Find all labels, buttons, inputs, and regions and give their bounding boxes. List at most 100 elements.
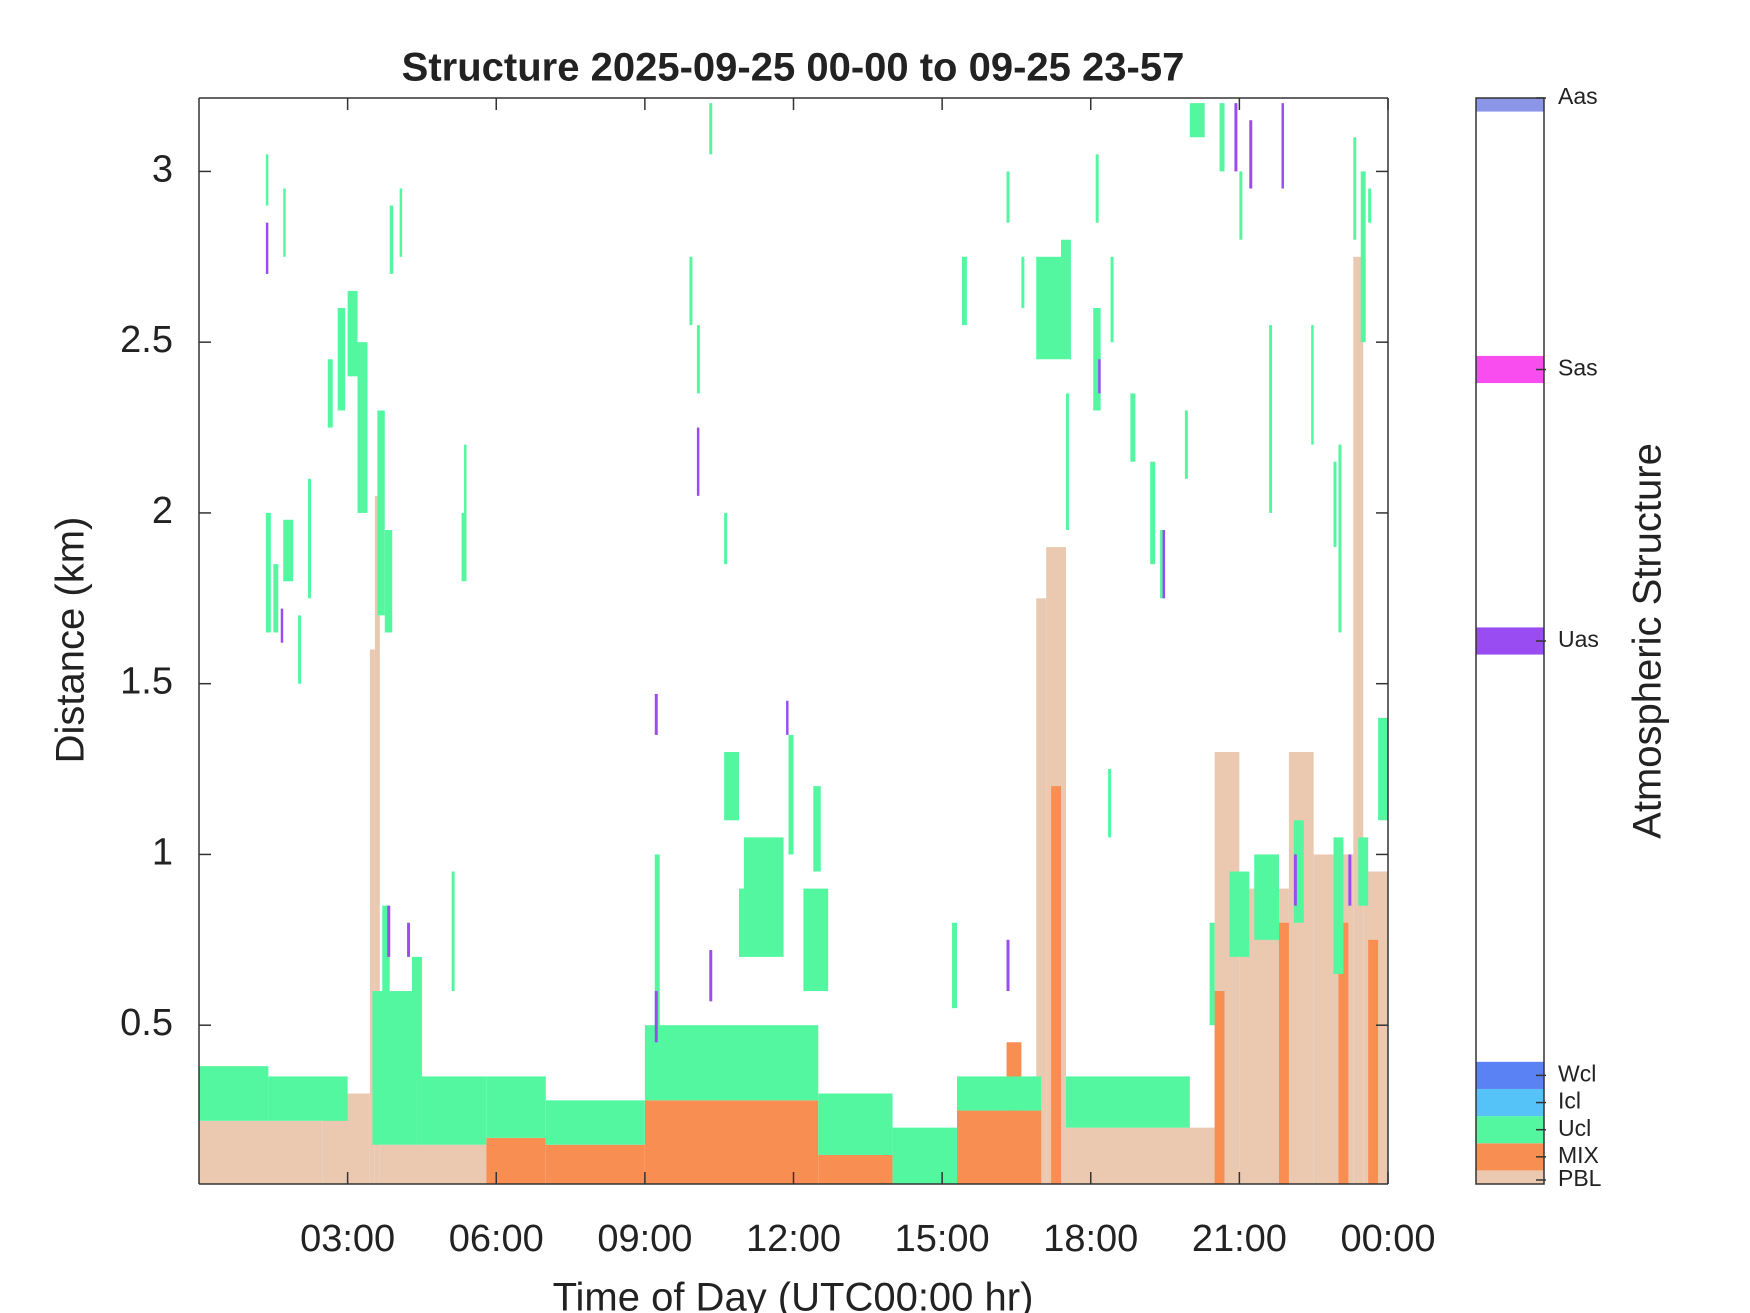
structure-cell bbox=[407, 922, 411, 957]
structure-cell bbox=[654, 693, 658, 735]
colorbar-tick-label: MIX bbox=[1558, 1142, 1599, 1168]
structure-cell bbox=[818, 1154, 893, 1184]
structure-cell bbox=[1006, 939, 1010, 992]
structure-cell bbox=[1093, 308, 1101, 411]
structure-cell bbox=[1269, 325, 1273, 513]
structure-cell bbox=[1150, 461, 1156, 565]
structure-cell bbox=[956, 1076, 1042, 1111]
structure-cell bbox=[1051, 786, 1062, 1184]
structure-cell bbox=[387, 905, 391, 957]
structure-cell bbox=[1065, 1127, 1215, 1184]
structure-cell bbox=[689, 256, 693, 326]
structure-cell bbox=[696, 427, 700, 496]
structure-cell bbox=[644, 1025, 819, 1101]
structure-cell bbox=[709, 103, 713, 155]
x-tick-label: 12:00 bbox=[746, 1218, 841, 1260]
colorbar-swatch bbox=[1476, 1061, 1544, 1089]
y-tick-label: 1 bbox=[152, 831, 173, 873]
structure-cell bbox=[464, 444, 467, 513]
structure-cell bbox=[545, 1100, 645, 1145]
structure-cell bbox=[486, 1076, 546, 1138]
structure-cell bbox=[1061, 239, 1071, 360]
structure-cell bbox=[1348, 854, 1352, 906]
structure-cell bbox=[952, 922, 957, 1009]
axes bbox=[198, 97, 1389, 1185]
structure-cell bbox=[1214, 991, 1225, 1184]
structure-cell bbox=[265, 154, 269, 206]
colorbar-tick-label: Aas bbox=[1558, 83, 1598, 109]
y-tick-label: 0.5 bbox=[120, 1002, 173, 1044]
x-tick-label: 21:00 bbox=[1192, 1218, 1287, 1260]
structure-cell bbox=[412, 956, 422, 1060]
structure-cell bbox=[545, 1144, 645, 1184]
structure-cell bbox=[374, 495, 380, 1184]
structure-cell bbox=[709, 950, 713, 1002]
structure-cell bbox=[1378, 717, 1388, 821]
y-tick-label: 2 bbox=[152, 490, 173, 532]
structure-cell bbox=[654, 991, 658, 1043]
structure-cell bbox=[1110, 256, 1114, 343]
structure-cell bbox=[1293, 820, 1304, 923]
structure-cell bbox=[724, 751, 740, 821]
structure-cell bbox=[199, 1066, 269, 1121]
x-tick-label: 00:00 bbox=[1340, 1218, 1435, 1260]
structure-cell bbox=[268, 1076, 348, 1121]
colorbar-tick-label: Icl bbox=[1558, 1088, 1581, 1114]
colorbar-swatch bbox=[1476, 627, 1544, 655]
structure-cell bbox=[724, 512, 728, 565]
structure-cell bbox=[654, 854, 660, 1026]
structure-cell bbox=[379, 1144, 487, 1184]
structure-cell bbox=[1254, 854, 1280, 940]
structure-cell bbox=[327, 359, 333, 428]
structure-cell bbox=[265, 222, 269, 274]
y-tick-label: 2.5 bbox=[120, 319, 173, 361]
colorbar-tick-label: Sas bbox=[1558, 355, 1598, 381]
structure-cell bbox=[1311, 325, 1314, 445]
structure-cell bbox=[1293, 854, 1297, 906]
colorbar-swatch bbox=[1476, 1116, 1544, 1144]
structure-cell bbox=[1353, 137, 1357, 240]
colorbar-label: Atmospheric Structure bbox=[1626, 443, 1670, 839]
structure-cell bbox=[743, 837, 784, 957]
structure-cell bbox=[956, 1110, 1042, 1184]
structure-cell bbox=[1006, 1042, 1022, 1184]
x-tick-label: 18:00 bbox=[1043, 1218, 1138, 1260]
colorbar-frame bbox=[1475, 97, 1545, 1185]
structure-cell bbox=[1353, 256, 1364, 1184]
structure-cell bbox=[273, 564, 279, 633]
x-tick-label: 03:00 bbox=[300, 1218, 395, 1260]
structure-cell bbox=[369, 649, 375, 1184]
y-tick-label: 1.5 bbox=[120, 661, 173, 703]
structure-cell bbox=[1234, 103, 1238, 172]
structure-cell bbox=[1098, 359, 1101, 394]
x-tick-label: 15:00 bbox=[895, 1218, 990, 1260]
structure-cell bbox=[399, 188, 403, 257]
structure-cell bbox=[1021, 256, 1025, 309]
colorbar-tick-label: Ucl bbox=[1558, 1115, 1591, 1141]
structure-cell bbox=[803, 888, 829, 992]
x-axis-label: Time of Day (UTC00:00 hr) bbox=[553, 1276, 1034, 1313]
colorbar-tick-label: Uas bbox=[1558, 626, 1599, 652]
structure-cell bbox=[280, 608, 284, 643]
structure-cell bbox=[1281, 103, 1284, 189]
structure-cell bbox=[1338, 922, 1349, 1184]
structure-cell bbox=[283, 519, 294, 582]
structure-cell bbox=[1209, 922, 1215, 1026]
colorbar-swatch bbox=[1476, 355, 1544, 384]
structure-cell bbox=[382, 905, 390, 1077]
colorbar-swatch bbox=[1476, 1170, 1544, 1184]
structure-cell bbox=[421, 1076, 487, 1145]
structure-cell bbox=[307, 478, 311, 599]
x-tick-label: 06:00 bbox=[449, 1218, 544, 1260]
structure-cell bbox=[1189, 103, 1205, 138]
structure-cell bbox=[786, 700, 789, 735]
structure-cell bbox=[1338, 444, 1342, 633]
y-tick-label: 3 bbox=[152, 148, 173, 190]
structure-cell bbox=[347, 290, 358, 377]
structure-cell bbox=[1360, 171, 1366, 343]
structure-cell bbox=[739, 888, 744, 957]
y-axis-label: Distance (km) bbox=[49, 517, 93, 764]
structure-cell bbox=[1219, 103, 1225, 172]
colorbar-swatch bbox=[1476, 1143, 1544, 1171]
structure-cell bbox=[1065, 393, 1069, 531]
